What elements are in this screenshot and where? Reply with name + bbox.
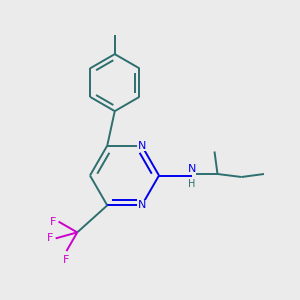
Text: F: F: [47, 233, 53, 243]
Text: F: F: [63, 255, 70, 265]
Text: N: N: [138, 141, 146, 151]
Text: N: N: [138, 200, 146, 210]
Text: H: H: [188, 179, 196, 189]
Text: F: F: [50, 217, 56, 226]
Text: N: N: [188, 164, 196, 174]
